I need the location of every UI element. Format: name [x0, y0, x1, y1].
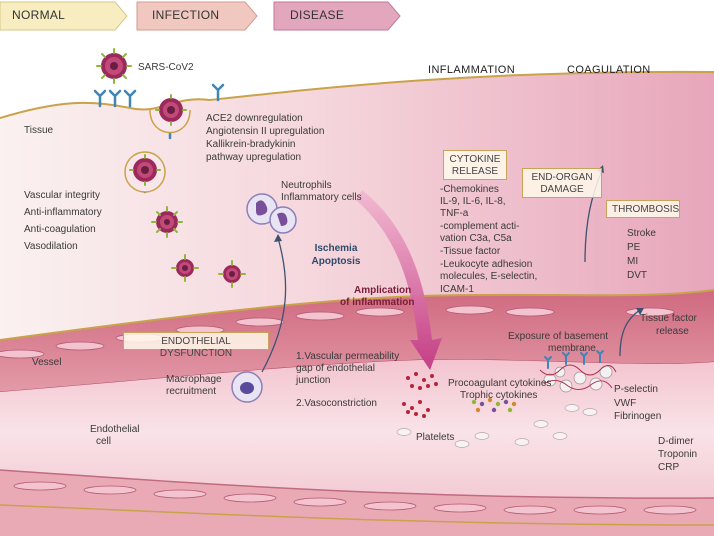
endothelial-cell-label: Endothelial [90, 424, 140, 435]
outcome-item: Stroke [627, 228, 656, 239]
marker-item: CRP [658, 462, 680, 473]
basement-label-2: membrane [548, 343, 596, 354]
amplification-label-2: of inflammation [340, 297, 415, 308]
tissue-membrane [0, 70, 714, 119]
vascular-label-2: gap of endothelial [296, 363, 375, 374]
tissue-factor-label: Tissue factor [640, 313, 697, 324]
normal-func: Vascular integrity [24, 190, 100, 201]
cytokine-release-box: CYTOKINE RELEASE [443, 150, 507, 180]
header-coagulation: COAGULATION [567, 64, 651, 76]
cytokine-item: TNF-a [440, 208, 469, 219]
thrombus-cluster [539, 350, 617, 393]
header-inflammation: INFLAMMATION [428, 64, 516, 76]
macrophage-cell [231, 371, 263, 403]
neutrophils-label: Neutrophils [281, 180, 332, 191]
tissue-label: Tissue [24, 125, 54, 136]
inflammatory-cells-label: Inflammatory cells [281, 192, 362, 203]
cytokine-item: -Chemokines [440, 184, 499, 195]
platelets [396, 404, 598, 448]
cytokine-release-line: RELEASE [451, 166, 499, 177]
vessel-lumen [0, 359, 714, 505]
arrow-macrophage-neutrophils [261, 237, 287, 373]
ischemia-label: Ischemia [314, 243, 358, 254]
endothelial-dysfunction-label: ENDOTHELIAL DYSFUNCTION [159, 336, 233, 359]
normal-func: Vasodilation [24, 241, 78, 252]
end-organ-line: END-ORGAN [531, 172, 593, 183]
vessel-wall-lower [0, 470, 714, 536]
clotting-item: VWF [614, 398, 637, 409]
virus-particles [101, 53, 241, 283]
thrombosis-box: THROMBOSIS [606, 200, 680, 218]
cytokine-dots [402, 372, 438, 418]
amplification-label: Amplication [354, 285, 412, 296]
ace2-line: Kallikrein-bradykinin [206, 139, 296, 150]
stage-disease: DISEASE [290, 8, 345, 22]
cytokine-item: IL-9, IL-6, IL-8, [440, 196, 506, 207]
end-organ-damage-box: END-ORGAN DAMAGE [522, 168, 602, 198]
stage-disease-chevron [273, 1, 401, 31]
macrophage-label-2: recruitment [166, 386, 217, 397]
cytokine-item: vation C3a, C5a [440, 233, 512, 244]
procoagulant-dots [471, 397, 517, 413]
endothelial-cell-label-2: cell [96, 436, 112, 447]
apoptosis-label: Apoptosis [311, 256, 361, 267]
virus-label: SARS-CoV2 [138, 62, 194, 73]
stage-infection: INFECTION [152, 8, 220, 22]
vascular-label-3: junction [296, 375, 331, 386]
macrophage-label: Macrophage [166, 374, 222, 385]
vessel-label: Vessel [32, 357, 62, 368]
outcome-item: MI [627, 256, 639, 267]
amplification-arrow [356, 190, 442, 370]
tissue-factor-label-2: release [656, 326, 689, 337]
ace2-line: ACE2 downregulation [206, 113, 303, 124]
vascular-label: 1.Vascular permeability [296, 351, 400, 362]
vasoconstriction-label: 2.Vasoconstriction [296, 398, 377, 409]
cytokine-item: -Leukocyte adhesion [440, 259, 533, 270]
cytokine-release-line: CYTOKINE [449, 154, 501, 165]
clotting-item: P-selectin [614, 384, 658, 395]
end-organ-line: DAMAGE [540, 184, 584, 195]
platelets-label: Platelets [416, 432, 455, 443]
outcome-item: PE [627, 242, 641, 253]
cytokine-item: ICAM-1 [440, 284, 474, 295]
thrombosis-label: THROMBOSIS [612, 204, 680, 215]
cytokine-item: -Tissue factor [440, 246, 501, 257]
marker-item: Troponin [658, 449, 698, 460]
endothelial-dysfunction-box: ENDOTHELIAL DYSFUNCTION [123, 332, 269, 359]
marker-item: D-dimer [658, 436, 694, 447]
stage-normal-chevron [0, 1, 128, 31]
stage-infection-chevron [136, 1, 258, 31]
normal-func: Anti-coagulation [24, 224, 96, 235]
cytokine-item: -complement acti- [440, 221, 520, 232]
cytokine-item: molecules, E-selectin, [440, 271, 538, 282]
clotting-item: Fibrinogen [614, 411, 662, 422]
arrow-tissue-factor [619, 309, 641, 357]
stage-normal: NORMAL [12, 8, 66, 22]
outcome-item: DVT [627, 270, 647, 281]
ace2-line: Angiotensin II upregulation [206, 126, 325, 137]
neutrophil-cells [246, 193, 297, 234]
trophic-label: Trophic cytokines [460, 390, 538, 401]
ace2-line: pathway upregulation [206, 152, 302, 163]
basement-label: Exposure of basement [508, 331, 609, 342]
normal-func: Anti-inflammatory [24, 207, 102, 218]
procoagulant-label: Procoagulant cytokines [448, 378, 552, 389]
